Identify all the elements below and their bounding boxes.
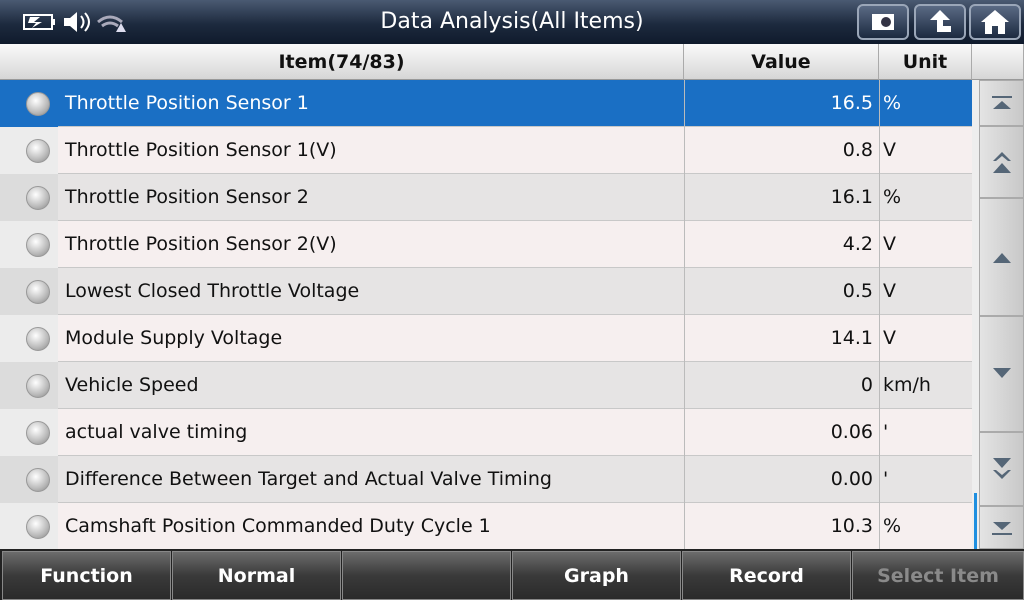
value: 16.1 [684, 174, 879, 221]
radio [26, 421, 50, 445]
value: 16.5 [684, 80, 879, 127]
title-bar [0, 0, 1024, 44]
item-name: Throttle Position Sensor 2(V) [65, 233, 337, 255]
table-row[interactable]: Throttle Position Sensor 1(V) 0.8 V [0, 127, 972, 174]
unit: % [879, 80, 972, 127]
graph-button[interactable]: Graph [512, 551, 681, 600]
table-row[interactable]: Difference Between Target and Actual Val… [0, 456, 972, 503]
table-row[interactable]: actual valve timing 0.06 ' [0, 409, 972, 456]
value: 4.2 [684, 221, 879, 268]
radio [26, 92, 50, 116]
icon [981, 10, 1009, 34]
scroll-down[interactable] [979, 316, 1024, 432]
table-row[interactable]: Vehicle Speed 0 km/h [0, 362, 972, 409]
value: 0.06 [684, 409, 879, 456]
scroll-bottom[interactable] [979, 506, 1024, 549]
blank-button[interactable] [342, 551, 511, 600]
table-row[interactable]: Module Supply Voltage 14.1 V [0, 315, 972, 362]
radio [26, 327, 50, 351]
scroll-top[interactable] [979, 80, 1024, 126]
value: 0.5 [684, 268, 879, 315]
icon [872, 14, 894, 30]
icon [992, 253, 1011, 263]
table-row[interactable]: Throttle Position Sensor 2(V) 4.2 V [0, 221, 972, 268]
unit: ' [879, 456, 972, 503]
value: 14.1 [684, 315, 879, 362]
normal-button[interactable]: Normal [172, 551, 341, 600]
scroll-up[interactable] [979, 198, 1024, 316]
icon [991, 96, 1012, 109]
radio [26, 280, 50, 304]
value: 0.8 [684, 127, 879, 174]
unit: V [879, 221, 972, 268]
unit: % [879, 503, 972, 550]
scroll-thumb [974, 493, 977, 549]
page-up[interactable] [979, 126, 1024, 198]
home-button[interactable] [969, 4, 1021, 40]
radio [26, 233, 50, 257]
radio [26, 139, 50, 163]
table-row[interactable]: Lowest Closed Throttle Voltage 0.5 V [0, 268, 972, 315]
icon [992, 458, 1011, 479]
record-button[interactable]: Record [682, 551, 851, 600]
value: 0 [684, 362, 879, 409]
unit: V [879, 127, 972, 174]
item-name: Throttle Position Sensor 1 [65, 92, 309, 114]
table-row[interactable]: Throttle Position Sensor 1 16.5% [0, 80, 972, 127]
icon [992, 152, 1011, 173]
scroll-track [972, 80, 979, 549]
back-button[interactable] [914, 4, 966, 40]
item-name: Difference Between Target and Actual Val… [65, 468, 552, 490]
item-name: Camshaft Position Commanded Duty Cycle 1 [65, 515, 491, 537]
column-header: Unit [879, 44, 972, 80]
icon [930, 10, 951, 32]
item-name: Throttle Position Sensor 1(V) [65, 139, 337, 161]
column-header: Value [684, 44, 879, 80]
icon [992, 368, 1011, 378]
radio [26, 468, 50, 492]
value: 0.00 [684, 456, 879, 503]
unit: % [879, 174, 972, 221]
item-name: Lowest Closed Throttle Voltage [65, 280, 360, 302]
table-row[interactable]: Throttle Position Sensor 2 16.1% [0, 174, 972, 221]
radio [26, 515, 50, 539]
unit: ' [879, 409, 972, 456]
radio [26, 374, 50, 398]
item-name: Vehicle Speed [65, 374, 199, 396]
table-row[interactable]: Camshaft Position Commanded Duty Cycle 1… [0, 503, 972, 550]
status-icons [23, 12, 126, 32]
column-header [972, 44, 1024, 80]
item-name: Throttle Position Sensor 2 [65, 186, 309, 208]
page-down[interactable] [979, 432, 1024, 506]
radio [26, 186, 50, 210]
unit: V [879, 315, 972, 362]
function-button[interactable]: Function [2, 551, 171, 600]
column-header: Item(74/83) [0, 44, 684, 80]
unit: km/h [879, 362, 972, 409]
value: 10.3 [684, 503, 879, 550]
screenshot-button[interactable] [857, 4, 909, 40]
select-item-button[interactable]: Select Item [852, 551, 1024, 600]
unit: V [879, 268, 972, 315]
item-name: Module Supply Voltage [65, 327, 283, 349]
title: Data Analysis(All Items) [380, 9, 644, 34]
item-name: actual valve timing [65, 421, 248, 443]
icon [991, 521, 1012, 535]
